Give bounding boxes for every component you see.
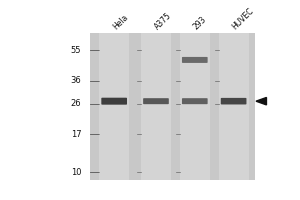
Text: HUVEC: HUVEC — [231, 6, 256, 31]
Bar — [141, 33, 171, 180]
Bar — [219, 33, 248, 180]
Text: A375: A375 — [153, 11, 173, 31]
FancyBboxPatch shape — [143, 98, 169, 104]
Text: 10: 10 — [71, 168, 81, 177]
Text: Hela: Hela — [111, 12, 130, 31]
Bar — [90, 33, 254, 180]
FancyBboxPatch shape — [221, 98, 247, 104]
Text: 17: 17 — [71, 130, 81, 139]
Bar — [180, 33, 210, 180]
Text: 293: 293 — [192, 14, 208, 31]
Text: 36: 36 — [70, 76, 81, 85]
FancyBboxPatch shape — [182, 57, 208, 63]
FancyBboxPatch shape — [182, 98, 208, 104]
Polygon shape — [256, 97, 266, 105]
Bar — [99, 33, 129, 180]
Text: 26: 26 — [71, 99, 81, 108]
Text: 55: 55 — [71, 46, 81, 55]
FancyBboxPatch shape — [101, 98, 127, 105]
